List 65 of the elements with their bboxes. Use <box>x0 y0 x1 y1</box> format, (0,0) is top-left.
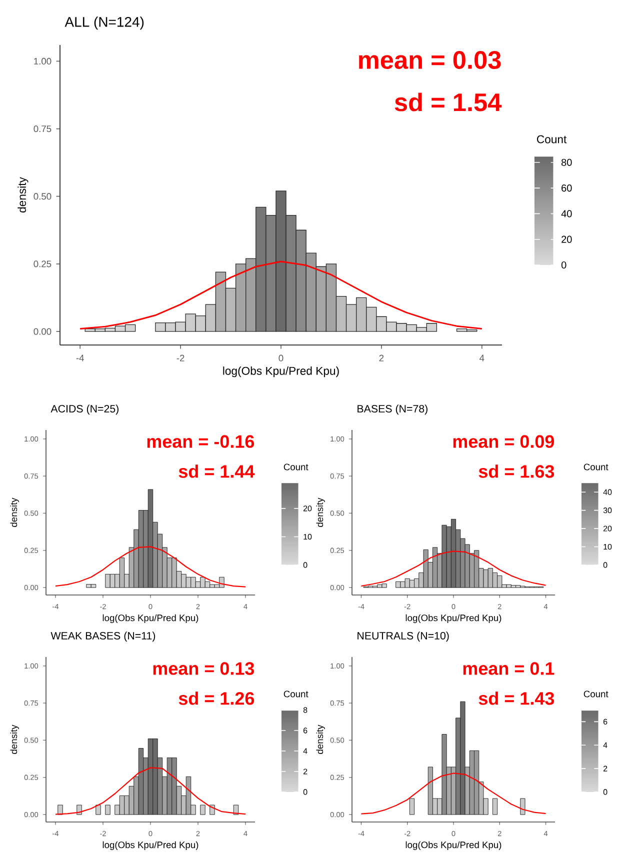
line-series <box>360 550 546 587</box>
x-tick-label: 0 <box>278 354 284 362</box>
annotation: sd = 1.43 <box>478 692 554 705</box>
color-bar-label: 30 <box>603 508 612 514</box>
chart-title: WEAK BASES (N=11) <box>50 632 156 642</box>
x-tick-label: -2 <box>176 354 184 362</box>
color-bar-label: 10 <box>304 534 312 540</box>
color-bar-title: Count <box>284 690 308 698</box>
color-bar-title: Count <box>584 690 608 698</box>
color-bar-label: 8 <box>303 707 308 713</box>
color-bar-label: 4 <box>303 748 308 754</box>
annotation: mean = 0.09 <box>453 435 554 448</box>
color-bar-label: 2 <box>303 768 308 774</box>
color-bar-label: 20 <box>603 526 612 532</box>
chart-title: BASES (N=78) <box>358 404 428 415</box>
y-tick-label: 0.50 <box>34 193 52 200</box>
color-bar-title: Count <box>284 464 308 470</box>
color-bar-label: 40 <box>561 210 572 218</box>
color-bar-label: 2 <box>603 766 608 772</box>
y-tick-label: 0.00 <box>34 328 52 335</box>
y-axis-title: density <box>10 498 19 527</box>
chart-title: ACIDS (N=25) <box>50 404 118 415</box>
annotation: sd = 1.44 <box>178 464 255 478</box>
y-tick-label: 1.00 <box>34 58 52 65</box>
color-bar-label: 0 <box>603 789 608 795</box>
x-tick-label: 4 <box>480 354 484 362</box>
annotation: mean = 0.1 <box>463 662 554 675</box>
color-bar-label: 40 <box>603 489 612 495</box>
y-tick-label: 0.25 <box>34 260 52 268</box>
y-axis-title: density <box>316 724 325 754</box>
line-series <box>54 546 246 588</box>
chart-title: NEUTRALS (N=10) <box>358 632 449 642</box>
color-bar-label: 0 <box>561 261 566 269</box>
x-axis-title: log(Obs Kpu/Pred Kpu) <box>406 841 502 850</box>
x-tick-label: -4 <box>76 354 84 362</box>
y-tick-label: 0.75 <box>34 125 52 132</box>
x-axis-title: log(Obs Kpu/Pred Kpu) <box>223 366 339 378</box>
color-bar-label: 0 <box>603 562 608 568</box>
x-axis-title: log(Obs Kpu/Pred Kpu) <box>102 614 198 624</box>
color-bar-label: 6 <box>603 718 608 725</box>
annotation: mean = -0.16 <box>147 435 254 448</box>
annotation: sd = 1.63 <box>478 464 554 478</box>
color-bar-label: 0 <box>303 789 308 795</box>
color-bar-label: 0 <box>303 562 308 568</box>
color-bar-label: 60 <box>562 184 572 192</box>
x-axis-title: log(Obs Kpu/Pred Kpu) <box>102 841 198 850</box>
y-axis-title: density <box>10 724 19 754</box>
x-tick-label: 2 <box>379 354 384 362</box>
color-bar-label: 4 <box>603 742 608 748</box>
color-bar-label: 20 <box>303 506 312 512</box>
line-series <box>54 767 246 815</box>
annotation: sd = 1.54 <box>394 92 502 112</box>
color-bar-title: Count <box>536 135 567 144</box>
color-bar-label: 10 <box>604 544 612 550</box>
x-axis-title: log(Obs Kpu/Pred Kpu) <box>406 614 502 624</box>
y-axis-title: density <box>18 177 28 212</box>
annotation: mean = 0.03 <box>359 51 501 69</box>
y-axis-title: density <box>316 498 325 527</box>
color-bar-label: 20 <box>562 236 572 243</box>
annotation: sd = 1.26 <box>178 692 254 705</box>
color-bar-title: Count <box>584 464 608 470</box>
annotation: mean = 0.13 <box>153 662 254 675</box>
color-bar-label: 80 <box>562 158 572 166</box>
chart-title: ALL (N=124) <box>64 16 144 30</box>
color-bar-label: 6 <box>303 728 308 734</box>
